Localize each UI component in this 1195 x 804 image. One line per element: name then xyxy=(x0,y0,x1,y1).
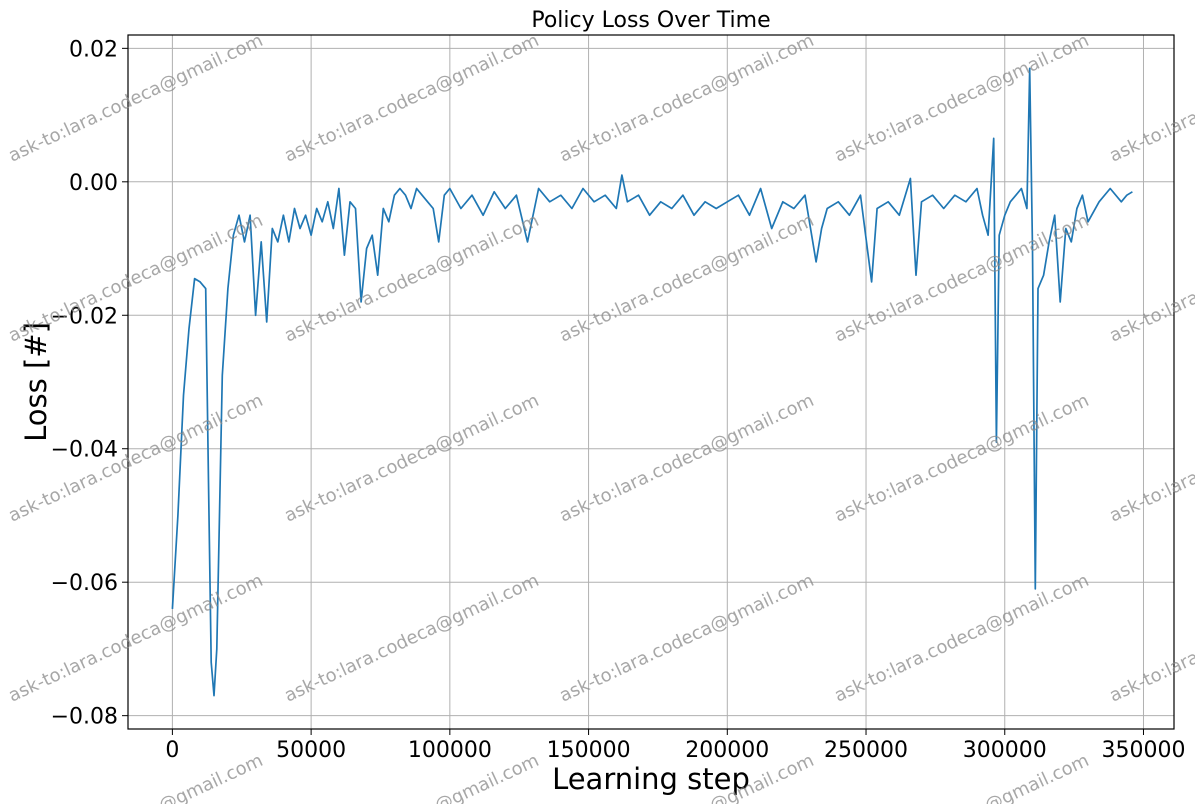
watermark-text: ask-to:lara.codeca@gmail.com xyxy=(1106,210,1195,347)
watermark-text: ask-to:lara.codeca@gmail.com xyxy=(556,390,817,527)
watermark-text: ask-to:lara.codeca@gmail.com xyxy=(831,390,1092,527)
chart-title: Policy Loss Over Time xyxy=(531,8,770,33)
grid xyxy=(128,35,1174,729)
x-tick-label: 300000 xyxy=(963,738,1047,763)
x-tick-label: 250000 xyxy=(824,738,908,763)
y-axis-ticks: 0.02 0.00 −0.02 −0.04 −0.06 −0.08 xyxy=(51,37,128,730)
x-axis-label: Learning step xyxy=(552,762,750,796)
watermark-text: ask-to:lara.codeca@gmail.com xyxy=(281,570,542,707)
y-tick-label: −0.02 xyxy=(51,304,118,329)
watermark-text: ask-to:lara.codeca@gmail.com xyxy=(1106,390,1195,527)
watermark-text: ask-to:lara.codeca@gmail.com xyxy=(831,30,1092,167)
x-axis-ticks: 0 50000 100000 150000 200000 250000 300000 3500… xyxy=(165,729,1185,763)
x-tick-label: 150000 xyxy=(547,738,631,763)
y-axis-label: Loss [#] xyxy=(19,322,53,442)
watermark-text: ask-to:lara.codeca@gmail.com xyxy=(281,30,542,167)
x-tick-label: 0 xyxy=(165,738,179,763)
x-tick-label: 100000 xyxy=(408,738,492,763)
watermark-text: ask-to:lara.codeca@gmail.com xyxy=(1106,30,1195,167)
y-tick-label: −0.04 xyxy=(51,438,118,463)
y-tick-label: 0.02 xyxy=(69,37,118,62)
watermark-text: ask-to:lara.codeca@gmail.com xyxy=(281,210,542,347)
watermark-text: ask-to:lara.codeca@gmail.com xyxy=(5,750,266,804)
series-line xyxy=(171,67,1133,697)
watermark-text: ask-to:lara.codeca@gmail.com xyxy=(1106,570,1195,707)
plot-frame xyxy=(127,34,1175,730)
watermark-text: ask-to:lara.codeca@gmail.com xyxy=(556,570,817,707)
series-group xyxy=(171,67,1133,697)
watermark-group: ask-to:lara.codeca@gmail.comask-to:lara.… xyxy=(5,30,1195,804)
watermark-text: ask-to:lara.codeca@gmail.com xyxy=(5,210,266,347)
x-tick-label: 50000 xyxy=(276,738,346,763)
y-tick-label: −0.06 xyxy=(51,571,118,596)
watermark-text: ask-to:lara.codeca@gmail.com xyxy=(556,210,817,347)
watermark-text: ask-to:lara.codeca@gmail.com xyxy=(5,570,266,707)
y-tick-label: 0.00 xyxy=(69,171,118,196)
watermark-text: ask-to:lara.codeca@gmail.com xyxy=(281,390,542,527)
y-tick-label: −0.08 xyxy=(51,705,118,730)
watermark-text: ask-to:lara.codeca@gmail.com xyxy=(5,30,266,167)
watermark-text: ask-to:lara.codeca@gmail.com xyxy=(556,30,817,167)
watermark-text: ask-to:lara.codeca@gmail.com xyxy=(831,570,1092,707)
x-tick-label: 350000 xyxy=(1101,738,1185,763)
x-tick-label: 200000 xyxy=(685,738,769,763)
